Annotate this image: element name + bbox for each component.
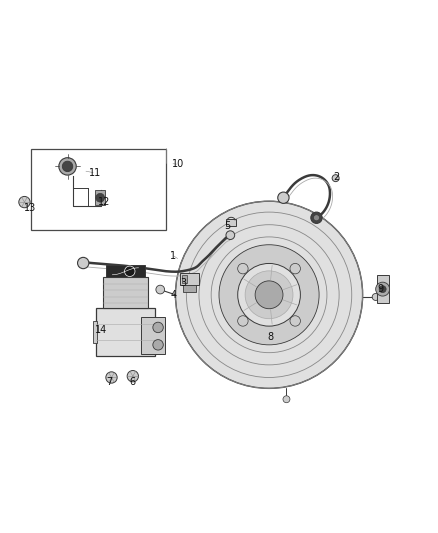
Text: 2: 2	[333, 172, 339, 182]
FancyBboxPatch shape	[377, 275, 389, 303]
FancyBboxPatch shape	[103, 277, 148, 308]
Text: 6: 6	[129, 377, 135, 387]
Circle shape	[153, 340, 163, 350]
FancyBboxPatch shape	[226, 219, 237, 227]
Circle shape	[255, 281, 283, 309]
Circle shape	[311, 212, 322, 223]
Circle shape	[124, 266, 135, 277]
Text: 11: 11	[89, 168, 101, 178]
Text: 12: 12	[98, 197, 110, 207]
FancyBboxPatch shape	[141, 317, 165, 353]
FancyBboxPatch shape	[180, 272, 199, 285]
Circle shape	[314, 215, 320, 221]
FancyBboxPatch shape	[95, 190, 106, 205]
Circle shape	[219, 245, 319, 345]
FancyBboxPatch shape	[93, 321, 97, 343]
Text: 3: 3	[180, 278, 187, 288]
Circle shape	[290, 263, 300, 274]
FancyBboxPatch shape	[182, 275, 187, 284]
Bar	[31, 149, 166, 230]
Circle shape	[290, 316, 300, 326]
Text: 4: 4	[170, 290, 177, 300]
Circle shape	[62, 161, 73, 172]
Circle shape	[245, 271, 293, 319]
Circle shape	[176, 201, 363, 389]
FancyBboxPatch shape	[106, 265, 145, 277]
Text: 9: 9	[377, 284, 383, 294]
Circle shape	[238, 316, 248, 326]
Circle shape	[283, 396, 290, 403]
Text: 10: 10	[172, 159, 184, 169]
Circle shape	[156, 285, 165, 294]
Circle shape	[96, 193, 105, 202]
Text: 1: 1	[170, 251, 177, 261]
Circle shape	[106, 372, 117, 383]
FancyBboxPatch shape	[184, 285, 196, 292]
FancyBboxPatch shape	[96, 308, 155, 356]
Circle shape	[372, 294, 379, 301]
Circle shape	[19, 197, 30, 208]
Circle shape	[226, 231, 235, 239]
Text: 5: 5	[224, 221, 230, 231]
Circle shape	[278, 192, 289, 204]
Circle shape	[153, 322, 163, 333]
Circle shape	[238, 263, 248, 274]
Circle shape	[127, 370, 138, 382]
Circle shape	[59, 158, 76, 175]
Circle shape	[78, 257, 89, 269]
Circle shape	[238, 263, 300, 326]
Text: 7: 7	[106, 377, 113, 387]
Circle shape	[376, 282, 390, 296]
Text: 8: 8	[267, 332, 273, 342]
Text: 13: 13	[24, 203, 36, 213]
Circle shape	[379, 286, 386, 293]
Text: 14: 14	[95, 325, 108, 335]
Circle shape	[332, 175, 339, 182]
